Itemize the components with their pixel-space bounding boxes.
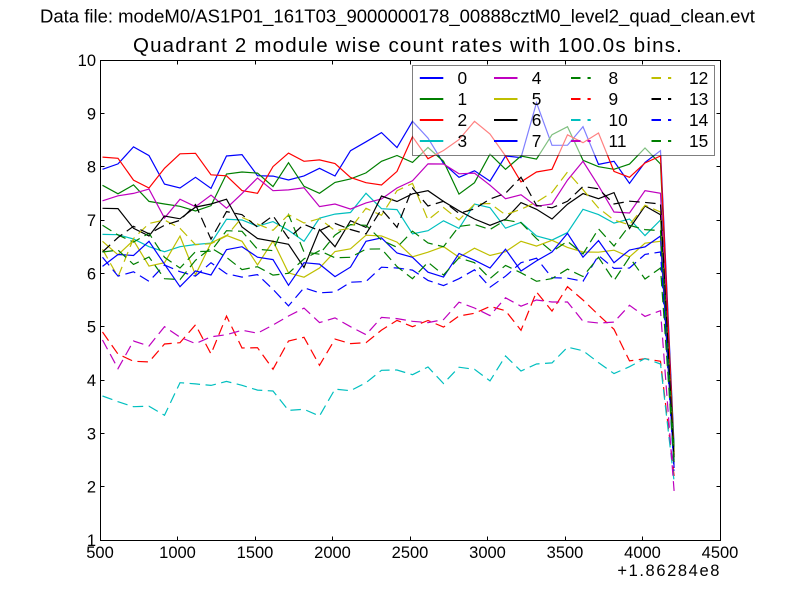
svg-text:2: 2: [458, 110, 468, 130]
svg-text:6: 6: [87, 265, 96, 283]
svg-text:12: 12: [689, 68, 708, 88]
svg-text:1000: 1000: [159, 544, 196, 562]
svg-text:0: 0: [458, 68, 468, 88]
svg-text:4: 4: [87, 372, 96, 390]
svg-text:9: 9: [87, 105, 96, 123]
svg-text:4: 4: [532, 68, 542, 88]
svg-text:4500: 4500: [702, 544, 739, 562]
svg-text:2: 2: [87, 479, 96, 497]
svg-text:3500: 3500: [547, 544, 584, 562]
svg-text:Quadrant 2 module wise count r: Quadrant 2 module wise count rates with …: [133, 34, 683, 57]
svg-text:Data file: modeM0/AS1P01_161T0: Data file: modeM0/AS1P01_161T03_90000001…: [40, 6, 755, 28]
svg-text:500: 500: [86, 544, 114, 562]
svg-text:8: 8: [609, 68, 619, 88]
svg-text:11: 11: [609, 131, 627, 151]
svg-text:1: 1: [87, 532, 96, 550]
svg-text:4000: 4000: [624, 544, 661, 562]
svg-text:13: 13: [689, 89, 708, 109]
svg-text:10: 10: [609, 110, 628, 130]
svg-text:7: 7: [87, 212, 96, 230]
svg-text:3: 3: [87, 425, 96, 443]
svg-text:3: 3: [458, 131, 468, 151]
svg-text:1: 1: [458, 89, 468, 109]
svg-text:5: 5: [532, 89, 542, 109]
svg-text:3000: 3000: [469, 544, 506, 562]
svg-text:15: 15: [689, 131, 708, 151]
svg-text:10: 10: [78, 52, 96, 70]
svg-text:2500: 2500: [392, 544, 429, 562]
svg-text:5: 5: [87, 319, 96, 337]
svg-text:6: 6: [532, 110, 542, 130]
svg-text:9: 9: [609, 89, 619, 109]
svg-text:1500: 1500: [237, 544, 274, 562]
svg-text:+1.86284e8: +1.86284e8: [617, 562, 721, 580]
svg-text:14: 14: [689, 110, 709, 130]
svg-text:8: 8: [87, 159, 96, 177]
svg-text:7: 7: [532, 131, 542, 151]
svg-text:2000: 2000: [314, 544, 351, 562]
